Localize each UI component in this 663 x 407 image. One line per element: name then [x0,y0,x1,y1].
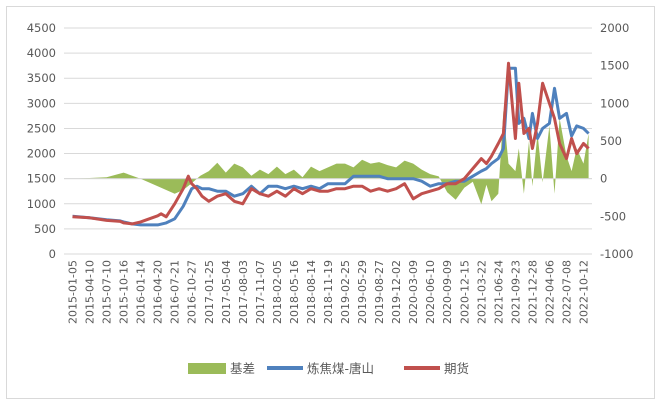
left-tick-label-9: 4500 [27,21,56,35]
legend-label-basis: 基差 [230,361,255,376]
legend-label-futures: 期货 [444,361,469,376]
x-tick-label-4: 2016-01-14 [135,260,148,324]
x-tick-label-7: 2016-10-27 [186,260,199,324]
left-axis-ticks: 0 500 1000 1500 2000 2500 3000 3500 4000 4500 [27,21,56,261]
x-tick-label-23: 2020-12-15 [458,260,471,324]
x-tick-label-13: 2018-05-16 [288,260,301,324]
left-tick-label-8: 4000 [27,46,56,60]
x-tick-label-6: 2016-07-21 [169,260,182,324]
right-tick-label-3: 500 [600,134,622,148]
series-futures-line [72,61,590,226]
right-tick-label-6: 2000 [600,21,629,35]
x-tick-label-5: 2016-04-20 [152,260,165,324]
legend-label-spot: 炼焦煤-唐山 [307,361,374,376]
x-tick-label-19: 2019-12-02 [390,260,403,324]
left-tick-label-6: 3000 [27,96,56,110]
x-tick-label-8: 2017-01-25 [203,260,216,324]
x-tick-label-18: 2019-08-27 [373,260,386,324]
left-tick-label-1: 500 [34,222,56,236]
chart-frame [6,6,655,399]
left-tick-label-4: 2000 [27,147,56,161]
right-tick-label-4: 1000 [600,96,629,110]
x-tick-label-16: 2019-02-25 [339,260,352,324]
left-tick-label-2: 1000 [27,197,56,211]
left-tick-label-5: 2500 [27,121,56,135]
x-tick-label-1: 2015-04-10 [84,260,97,324]
line-layer [72,61,590,227]
right-tick-label-0: -1000 [600,247,633,261]
x-tick-label-12: 2018-02-05 [271,260,284,324]
right-tick-label-5: 1500 [600,59,629,73]
x-tick-label-28: 2022-04-06 [543,260,556,324]
x-tick-label-20: 2020-03-09 [407,260,420,324]
x-tick-label-10: 2017-08-03 [237,260,250,324]
left-tick-label-7: 3500 [27,71,56,85]
x-tick-label-9: 2017-05-04 [220,260,233,324]
x-axis-ticks: 2015-01-05 2015-04-10 2015-07-10 2015-10-16… [67,260,591,324]
series-spot-line [72,66,590,227]
legend: 基差 炼焦煤-唐山 期货 [188,361,469,376]
legend-swatch-basis [188,363,226,374]
x-tick-label-11: 2017-11-07 [254,260,267,324]
x-tick-label-0: 2015-01-05 [67,260,80,324]
left-tick-label-3: 1500 [27,172,56,186]
x-tick-label-29: 2022-07-08 [560,260,573,324]
right-tick-label-2: 0 [600,172,607,186]
x-tick-label-30: 2022-10-12 [577,260,590,324]
x-tick-label-22: 2020-09-09 [441,260,454,324]
x-tick-label-3: 2015-10-16 [118,260,131,324]
right-tick-label-1: -500 [600,209,626,223]
x-tick-label-25: 2021-06-24 [492,260,505,324]
x-tick-label-2: 2015-07-10 [101,260,114,324]
x-tick-label-26: 2021-09-23 [509,260,522,324]
x-tick-label-24: 2021-03-22 [475,260,488,324]
x-tick-label-27: 2021-12-28 [526,260,539,324]
left-tick-label-0: 0 [49,247,56,261]
x-tick-label-15: 2018-11-19 [322,260,335,324]
right-axis-ticks: -1000 -500 0 500 1000 1500 2000 [600,21,633,261]
x-tick-label-14: 2018-08-14 [305,260,318,324]
x-tick-label-17: 2019-05-29 [356,260,369,324]
x-tick-label-21: 2020-06-10 [424,260,437,324]
